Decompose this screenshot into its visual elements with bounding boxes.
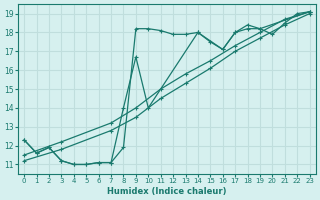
X-axis label: Humidex (Indice chaleur): Humidex (Indice chaleur) (107, 187, 227, 196)
